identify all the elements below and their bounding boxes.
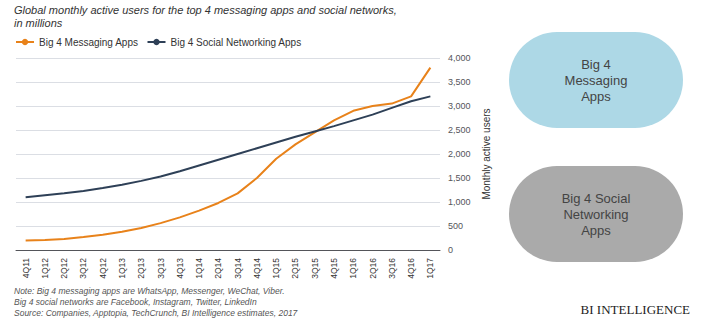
svg-text:BI INTELLIGENCE: BI INTELLIGENCE [581,302,690,317]
svg-text:2Q16: 2Q16 [368,258,378,279]
svg-text:Networking: Networking [563,207,628,222]
svg-text:Big 4: Big 4 [581,57,611,72]
svg-text:3Q16: 3Q16 [387,258,397,279]
svg-text:3Q14: 3Q14 [233,258,243,279]
svg-text:Global monthly active users fo: Global monthly active users for the top … [14,4,397,16]
svg-text:2Q12: 2Q12 [59,258,69,279]
svg-text:Apps: Apps [581,89,611,104]
svg-text:1,500: 1,500 [448,173,471,183]
svg-text:4Q14: 4Q14 [252,258,262,279]
svg-text:2Q14: 2Q14 [213,258,223,279]
svg-text:Source: Companies, Apptopia, T: Source: Companies, Apptopia, TechCrunch,… [14,308,298,318]
svg-text:4Q15: 4Q15 [329,258,339,279]
svg-text:1Q15: 1Q15 [271,258,281,279]
svg-text:Note: Big 4 messaging apps are: Note: Big 4 messaging apps are WhatsApp,… [14,286,285,296]
svg-text:2Q13: 2Q13 [136,258,146,279]
svg-text:in millions: in millions [14,17,63,29]
svg-text:2,000: 2,000 [448,149,471,159]
svg-text:Big 4 Messaging Apps: Big 4 Messaging Apps [39,37,138,48]
svg-text:Messaging: Messaging [565,73,628,88]
svg-text:3,000: 3,000 [448,101,471,111]
svg-text:Apps: Apps [581,223,611,238]
svg-text:1Q12: 1Q12 [40,258,50,279]
svg-text:Big 4 Social: Big 4 Social [562,191,631,206]
svg-text:4Q16: 4Q16 [406,258,416,279]
svg-text:1Q17: 1Q17 [425,258,435,279]
svg-text:1Q14: 1Q14 [194,258,204,279]
svg-text:4Q11: 4Q11 [21,258,31,278]
svg-text:Big 4 Social Networking Apps: Big 4 Social Networking Apps [171,37,302,48]
svg-text:4Q13: 4Q13 [175,258,185,279]
svg-text:4,000: 4,000 [448,53,471,63]
svg-text:3Q12: 3Q12 [78,258,88,279]
svg-text:1Q13: 1Q13 [117,258,127,279]
svg-text:3Q13: 3Q13 [156,258,166,279]
svg-text:Monthly active users: Monthly active users [481,108,492,199]
svg-text:4Q12: 4Q12 [98,258,108,279]
svg-text:2Q15: 2Q15 [290,258,300,279]
svg-text:0: 0 [448,245,453,255]
svg-text:3Q15: 3Q15 [310,258,320,279]
svg-text:1,000: 1,000 [448,197,471,207]
svg-text:3,500: 3,500 [448,77,471,87]
svg-text:1Q16: 1Q16 [348,258,358,279]
svg-text:Big 4 social networks are Face: Big 4 social networks are Facebook, Inst… [14,297,257,307]
svg-text:500: 500 [448,221,463,231]
svg-text:2,500: 2,500 [448,125,471,135]
